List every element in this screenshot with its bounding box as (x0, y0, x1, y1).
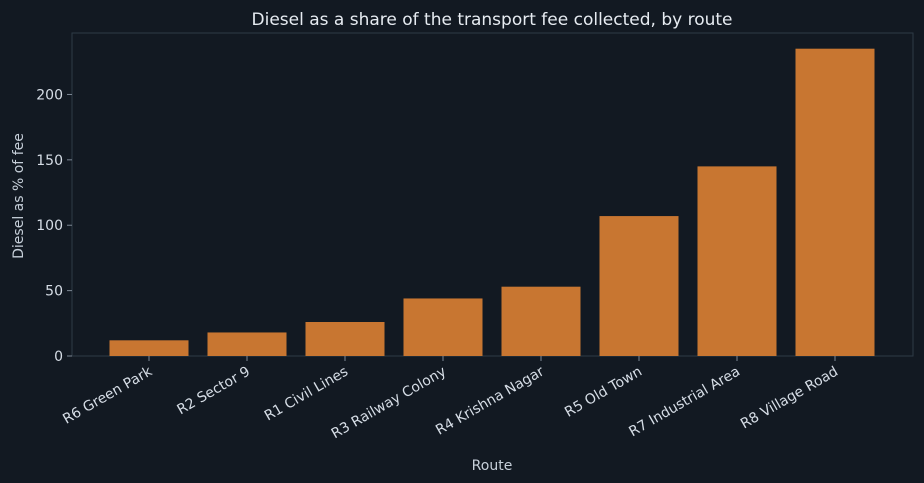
bar (109, 340, 189, 356)
bar (305, 322, 385, 356)
x-axis-label: Route (472, 458, 513, 474)
y-axis-label: Diesel as % of fee (11, 133, 27, 259)
x-tick-label: R8 Village Road (738, 364, 841, 433)
x-axis: R6 Green Park R2 Sector 9 R1 Civil LinesR3… (60, 356, 841, 442)
plot-frame (71, 32, 914, 357)
x-tick-label: R2 Sector 9 (174, 364, 253, 419)
y-tick-label: 50 (45, 284, 63, 300)
bar (795, 48, 875, 356)
bar (403, 298, 483, 356)
x-tick-label: R5 Old Town (562, 364, 645, 421)
bar (207, 332, 287, 356)
chart-title: Diesel as a share of the transport fee c… (252, 10, 733, 30)
bar (599, 216, 679, 356)
x-tick-label: R4 Krishna Nagar (433, 363, 547, 438)
x-tick-label: R6 Green Park (60, 363, 156, 427)
y-axis: 0 50 100 150 200 (36, 87, 72, 365)
x-tick-label: R7 Industrial Area (626, 364, 743, 441)
y-tick-label: 200 (36, 87, 63, 103)
y-tick-label: 150 (36, 153, 63, 169)
bars (109, 48, 875, 356)
y-tick-label: 100 (36, 218, 63, 234)
bar (501, 286, 581, 356)
y-tick-label: 0 (54, 349, 63, 365)
x-tick-label: R1 Civil Lines (262, 364, 351, 425)
bar (697, 166, 777, 356)
